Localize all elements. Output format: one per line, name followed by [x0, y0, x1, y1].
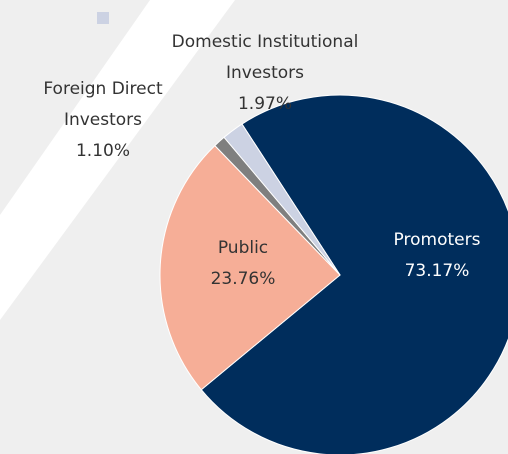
slice-label: Public 23.76% [183, 233, 303, 295]
slice-label: Promoters 73.17% [367, 225, 507, 287]
slice-label: Domestic Institutional Investors 1.97% [140, 27, 390, 120]
category-name: Domestic Institutional Investors [171, 32, 359, 83]
pie-slice [159, 144, 341, 391]
category-name: Foreign Direct Investors [43, 79, 163, 130]
decoration-square [97, 12, 109, 24]
value-label: 73.17% [404, 261, 470, 281]
value-label: 23.76% [210, 269, 276, 289]
value-label: 1.10% [75, 141, 130, 161]
value-label: 1.97% [237, 94, 292, 114]
background-stripe [0, 0, 235, 320]
category-name: Public [217, 238, 269, 258]
slice-label: Foreign Direct Investors 1.10% [23, 74, 183, 167]
pie-slice [223, 123, 341, 276]
category-name: Promoters [393, 230, 481, 250]
pie-slice [200, 94, 508, 454]
